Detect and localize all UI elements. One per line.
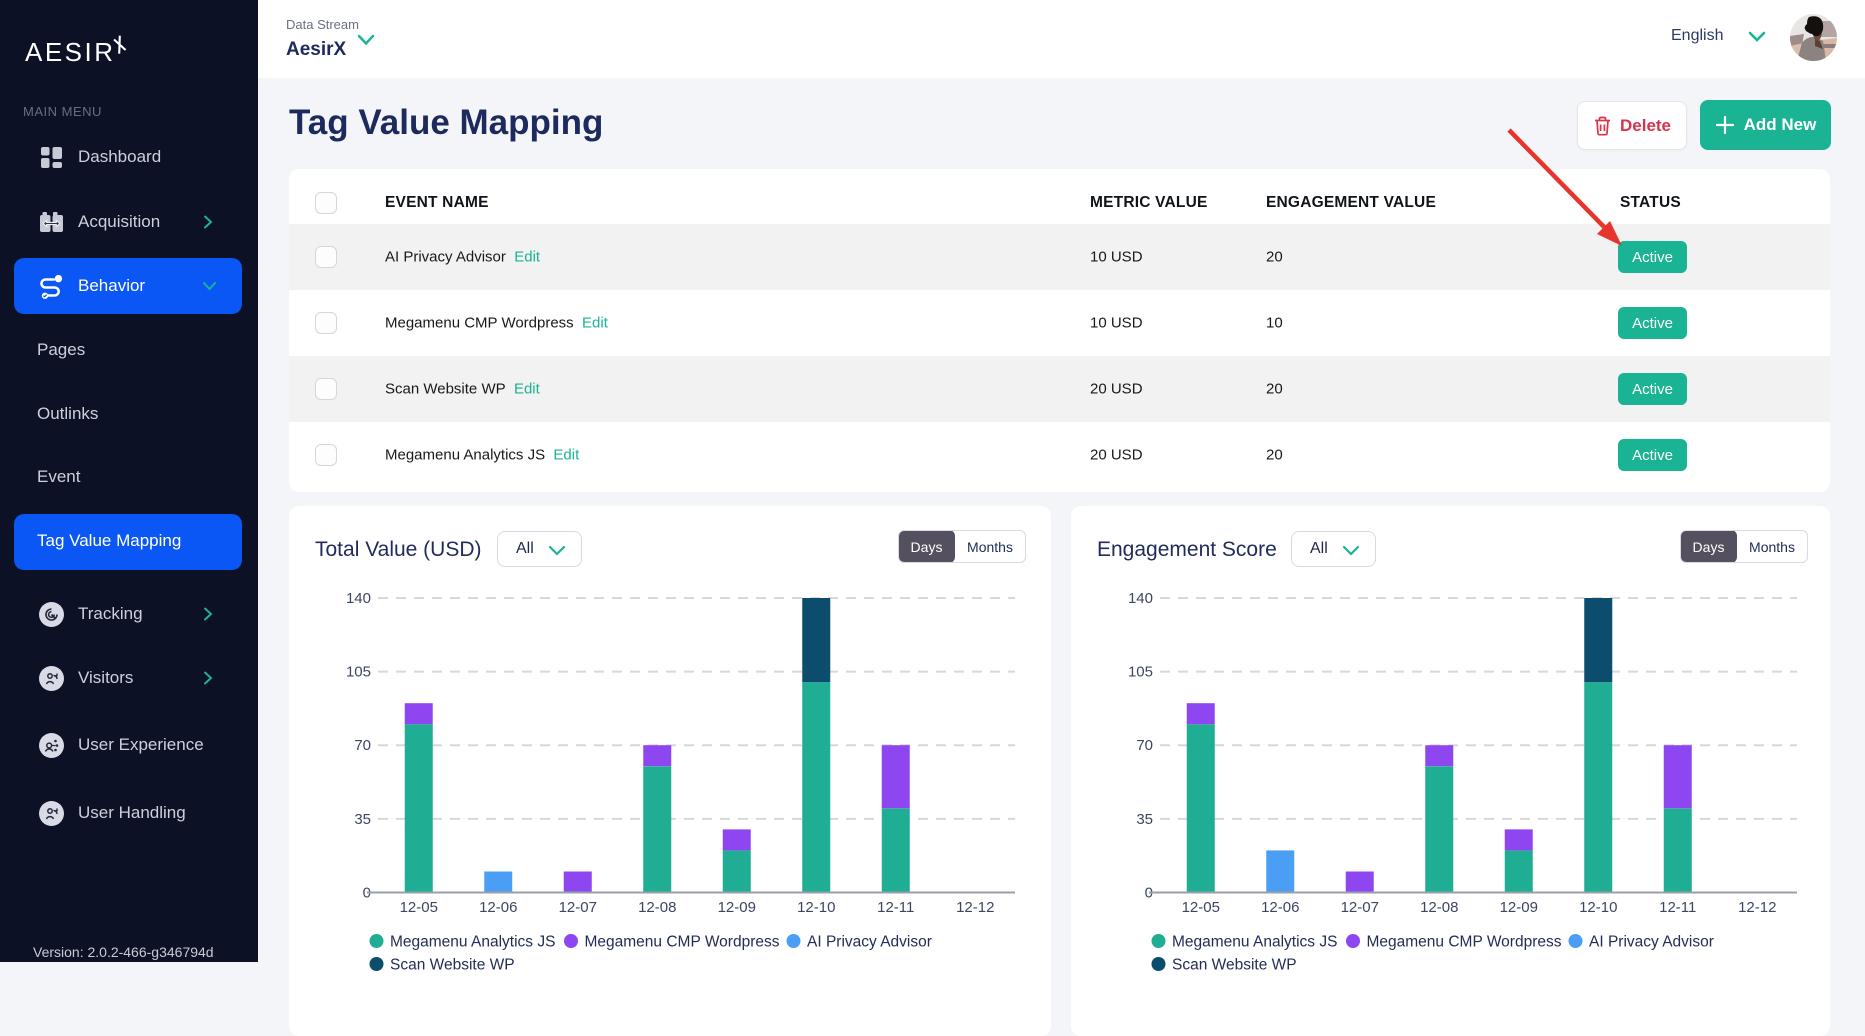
svg-text:70: 70 — [354, 737, 371, 754]
svg-text:AI Privacy Advisor: AI Privacy Advisor — [807, 934, 932, 951]
svg-text:Megamenu CMP Wordpress: Megamenu CMP Wordpress — [1367, 934, 1562, 951]
svg-text:Megamenu Analytics JS: Megamenu Analytics JS — [1172, 934, 1337, 951]
svg-text:12-05: 12-05 — [1182, 899, 1220, 916]
svg-text:Scan Website WP: Scan Website WP — [1172, 957, 1297, 974]
svg-text:35: 35 — [1136, 811, 1153, 828]
svg-text:12-05: 12-05 — [400, 899, 438, 916]
svg-text:12-10: 12-10 — [1579, 899, 1617, 916]
svg-text:Scan Website WP: Scan Website WP — [390, 957, 515, 974]
svg-text:0: 0 — [363, 885, 371, 902]
svg-text:12-08: 12-08 — [638, 899, 676, 916]
svg-text:12-07: 12-07 — [1341, 899, 1379, 916]
svg-text:105: 105 — [1128, 664, 1153, 681]
svg-text:140: 140 — [1128, 590, 1153, 607]
svg-text:12-06: 12-06 — [479, 899, 517, 916]
svg-text:AI Privacy Advisor: AI Privacy Advisor — [1589, 934, 1714, 951]
svg-text:12-11: 12-11 — [877, 899, 914, 916]
svg-text:0: 0 — [1145, 885, 1153, 902]
svg-text:12-06: 12-06 — [1261, 899, 1299, 916]
svg-text:12-07: 12-07 — [559, 899, 597, 916]
svg-text:35: 35 — [354, 811, 371, 828]
svg-text:140: 140 — [346, 590, 371, 607]
svg-text:12-09: 12-09 — [718, 899, 756, 916]
svg-text:12-10: 12-10 — [797, 899, 835, 916]
svg-text:12-12: 12-12 — [1738, 899, 1776, 916]
svg-text:105: 105 — [346, 664, 371, 681]
svg-text:Megamenu Analytics JS: Megamenu Analytics JS — [390, 934, 555, 951]
svg-text:12-08: 12-08 — [1420, 899, 1458, 916]
svg-text:70: 70 — [1136, 737, 1153, 754]
svg-text:12-12: 12-12 — [956, 899, 994, 916]
svg-text:Megamenu CMP Wordpress: Megamenu CMP Wordpress — [585, 934, 780, 951]
svg-text:12-09: 12-09 — [1500, 899, 1538, 916]
svg-text:12-11: 12-11 — [1659, 899, 1696, 916]
